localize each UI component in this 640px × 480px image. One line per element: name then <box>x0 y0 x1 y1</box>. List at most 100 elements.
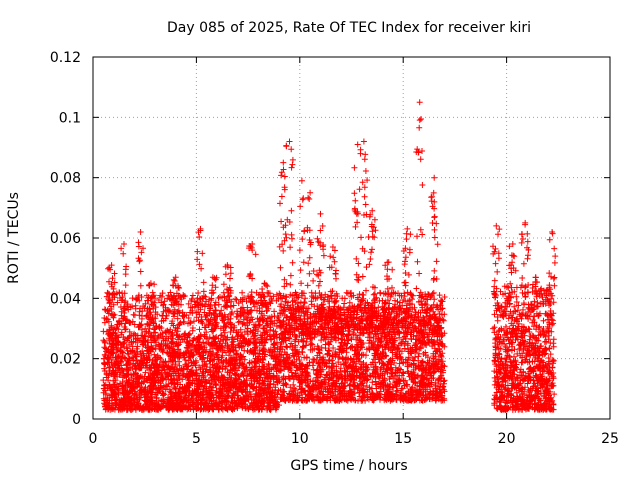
data-point <box>348 335 355 341</box>
data-point <box>437 340 444 347</box>
data-point <box>435 376 442 383</box>
data-point <box>238 340 245 347</box>
data-point <box>124 371 131 378</box>
data-point <box>394 346 401 353</box>
data-point <box>431 338 438 345</box>
data-point <box>340 393 346 399</box>
data-point <box>100 355 107 362</box>
data-point <box>416 365 423 372</box>
data-point <box>218 372 225 379</box>
data-point <box>404 381 411 388</box>
data-point <box>178 333 185 340</box>
data-point <box>332 386 339 393</box>
data-point <box>152 357 158 364</box>
data-point <box>390 339 397 346</box>
data-point <box>119 366 126 373</box>
data-point <box>185 348 192 355</box>
data-point <box>296 357 303 363</box>
data-point <box>162 342 169 349</box>
data-point <box>408 385 415 392</box>
data-point <box>311 345 318 352</box>
data-point <box>209 362 216 368</box>
data-point <box>114 362 121 369</box>
data-point <box>433 382 439 389</box>
data-point <box>278 351 285 358</box>
data-point <box>423 362 430 369</box>
data-point <box>206 406 213 412</box>
data-point <box>377 388 384 395</box>
data-point <box>265 362 272 368</box>
data-point <box>239 343 246 350</box>
data-point <box>120 349 126 356</box>
data-point <box>128 394 135 401</box>
data-point <box>274 390 281 397</box>
data-point <box>326 383 333 390</box>
data-point <box>166 350 173 357</box>
data-point <box>158 397 165 404</box>
data-point <box>325 380 332 387</box>
data-point <box>287 384 294 391</box>
data-point <box>356 358 363 365</box>
data-point <box>167 365 173 372</box>
data-point <box>358 313 365 320</box>
data-point <box>286 390 292 397</box>
data-point <box>207 383 214 390</box>
data-point <box>271 365 277 372</box>
data-point <box>267 396 274 403</box>
data-point <box>169 339 176 346</box>
data-point <box>278 339 285 346</box>
data-point <box>148 361 155 368</box>
data-point <box>369 390 376 396</box>
data-point <box>100 337 107 344</box>
data-point <box>121 336 128 343</box>
data-point <box>189 292 196 299</box>
data-point <box>343 333 350 340</box>
data-point <box>303 338 310 345</box>
data-point <box>268 366 275 373</box>
data-point <box>394 372 400 379</box>
data-point <box>369 379 376 386</box>
data-point <box>287 343 294 350</box>
data-point <box>310 366 317 373</box>
data-point <box>337 371 344 378</box>
data-point <box>310 356 317 363</box>
data-point <box>436 336 443 343</box>
data-point <box>270 341 277 347</box>
data-point <box>349 369 356 375</box>
data-point <box>229 404 236 411</box>
data-point <box>394 387 401 394</box>
data-point <box>203 340 210 347</box>
data-point <box>304 369 311 376</box>
data-point <box>199 352 206 359</box>
data-point <box>149 405 156 412</box>
data-point <box>360 360 367 366</box>
data-point <box>378 364 385 371</box>
data-point <box>389 347 396 354</box>
data-point <box>325 347 332 354</box>
data-point <box>184 366 191 373</box>
data-point <box>419 392 426 399</box>
data-point <box>250 349 257 355</box>
data-point <box>363 377 370 384</box>
data-point <box>192 357 199 364</box>
data-point <box>386 376 393 382</box>
data-point <box>393 351 400 358</box>
data-point <box>277 344 284 351</box>
data-point <box>250 383 257 390</box>
data-point <box>128 339 135 346</box>
data-point <box>113 354 120 361</box>
data-point <box>129 375 135 382</box>
data-point <box>176 349 183 356</box>
data-point <box>111 381 118 388</box>
data-point <box>202 379 209 386</box>
data-point <box>158 358 165 365</box>
data-point <box>316 350 323 357</box>
data-point <box>438 341 445 347</box>
data-point <box>432 397 439 404</box>
data-point <box>415 374 421 381</box>
data-point <box>441 397 448 404</box>
data-point <box>216 340 223 347</box>
data-point <box>280 380 287 387</box>
data-point <box>101 319 108 326</box>
data-point <box>439 316 446 323</box>
